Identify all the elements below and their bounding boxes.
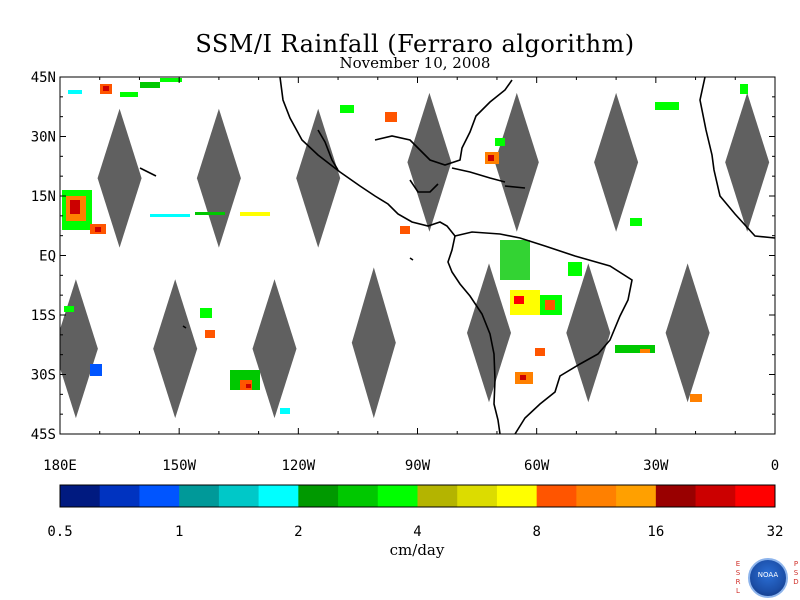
west-africa [699, 77, 775, 239]
yucatan [409, 179, 439, 193]
colorbar-swatch [536, 485, 577, 507]
colorbar-swatch [655, 485, 697, 507]
lat-label: 30N [31, 130, 56, 146]
colorbar-tick-label: 2 [294, 524, 302, 540]
swath-gap-2 [296, 108, 341, 248]
lon-label: 30W [643, 458, 669, 474]
colorbar-swatch [60, 485, 101, 507]
colorbar-swatch [139, 485, 180, 507]
colorbar-swatch [735, 485, 776, 507]
cuba [451, 167, 506, 183]
noaa-emblem-icon [748, 558, 788, 598]
baja-california [317, 129, 339, 171]
lat-label: 45S [31, 427, 56, 443]
latitude-labels: 45N 30N 15N EQ 15S 30S 45S [31, 70, 56, 443]
tick-layer [59, 76, 776, 435]
colorbar-swatch [457, 485, 498, 507]
map-date: November 10, 2008 [339, 54, 491, 72]
lat-label: 30S [31, 368, 56, 384]
colorbar-swatch [218, 485, 260, 507]
swath-gap-8 [153, 279, 198, 419]
colorbar-tick-label: 32 [767, 524, 784, 540]
rain-cells-hawaii-region [62, 190, 106, 234]
swath-gap-0 [97, 108, 142, 248]
lon-label: 90W [405, 458, 431, 474]
swath-gap-12 [566, 263, 611, 403]
south-america-west-coast [447, 235, 501, 434]
rain-cells-north-pacific [68, 78, 182, 97]
small-island-1 [409, 257, 414, 261]
south-america-east-coast [454, 231, 633, 434]
lon-label: 150W [162, 458, 196, 474]
longitude-labels: 180E 150W 120W 90W 60W 30W 0 [43, 458, 779, 474]
colorbar-swatch [99, 485, 140, 507]
map-title: SSM/I Rainfall (Ferraro algorithm) [195, 30, 635, 58]
colorbar-swatch [338, 485, 379, 507]
lat-label: 15N [31, 189, 56, 205]
colorbar-tick-labels: 0.5 1 2 4 8 16 32 [47, 524, 783, 540]
hispaniola [504, 185, 526, 189]
coastline-layer [139, 77, 775, 434]
lat-label: 15S [31, 308, 56, 324]
rain-cells-atlantic [615, 84, 748, 402]
lon-label: 180E [43, 458, 77, 474]
colorbar-tick-label: 8 [532, 524, 540, 540]
swath-gap-1 [196, 108, 241, 248]
gulf-coast [374, 79, 513, 166]
swath-gap-5 [594, 92, 639, 232]
noaa-badge-text: NOAA [757, 571, 779, 579]
small-island-2 [182, 325, 187, 329]
north-america-coast [279, 77, 456, 237]
rain-cells-itcz [150, 105, 505, 234]
swath-gap-layer [60, 92, 770, 419]
colorbar-swatch [695, 485, 736, 507]
swath-gap-9 [252, 279, 297, 419]
lat-label: 45N [31, 70, 56, 86]
swath-gap-10 [351, 267, 396, 419]
lon-label: 0 [771, 458, 779, 474]
colorbar-tick-label: 1 [175, 524, 183, 540]
lat-label: EQ [39, 249, 56, 265]
swath-gap-13 [665, 263, 710, 403]
swath-gap-7 [60, 279, 98, 419]
swath-gap-4 [494, 92, 539, 232]
lon-label: 60W [524, 458, 550, 474]
colorbar-swatch [298, 485, 339, 507]
colorbar-swatch [616, 485, 657, 507]
colorbar-swatch [417, 485, 458, 507]
colorbar-swatch [496, 485, 538, 507]
colorbar-swatch [179, 485, 220, 507]
colorbar-swatch [576, 485, 617, 507]
plot-area [60, 77, 775, 434]
colorbar-tick-label: 16 [647, 524, 664, 540]
colorbar-frame [59, 484, 776, 508]
swath-gap-6 [725, 92, 770, 232]
hawaii-islands [139, 167, 157, 177]
colorbar-tick-label: 4 [413, 524, 421, 540]
lon-label: 120W [281, 458, 315, 474]
rain-cells-south-america [500, 240, 582, 384]
rainfall-layer [62, 78, 748, 414]
swath-gap-3 [407, 92, 452, 232]
colorbar-tick-label: 0.5 [47, 524, 72, 540]
colorbar-swatch [377, 485, 418, 507]
colorbar-units: cm/day [389, 541, 445, 559]
colorbar [59, 484, 776, 508]
colorbar-swatch [258, 485, 299, 507]
rain-cells-south-pacific [64, 306, 290, 414]
